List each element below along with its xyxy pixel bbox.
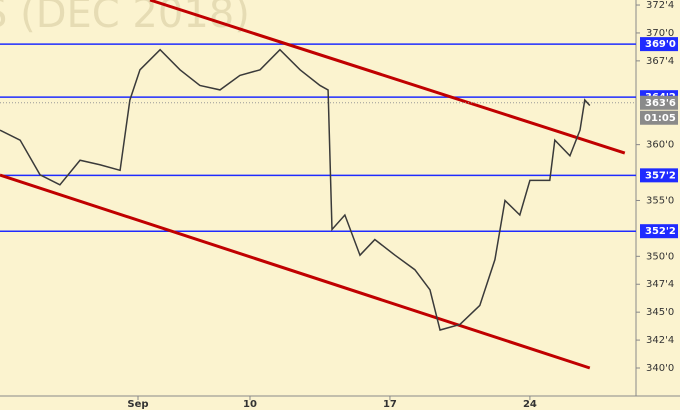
y-tick-label: 372'4	[646, 0, 674, 11]
timer: 01:05	[644, 113, 676, 124]
x-tick-label: 17	[383, 399, 397, 410]
price-line	[0, 48, 591, 331]
timer-tag	[640, 110, 678, 125]
x-tick-label: 24	[523, 399, 537, 410]
y-tick-label: 340'0	[646, 363, 674, 374]
y-tick-label: 367'4	[646, 56, 674, 67]
x-tick-label: 10	[243, 399, 257, 410]
y-tick-label: 347'4	[646, 279, 674, 290]
y-tick-label: 370'0	[646, 28, 674, 39]
trend-line	[149, 0, 626, 155]
y-tick-label: 360'0	[646, 140, 674, 151]
y-tick-label: 350'0	[646, 251, 674, 262]
level-label: 369'0	[645, 39, 676, 50]
level-tag	[640, 37, 678, 52]
price-tag	[640, 95, 678, 110]
watermark: S (DEC 2018)	[0, 0, 250, 37]
level-tag	[640, 168, 678, 183]
level-label: 352'2	[645, 226, 676, 237]
y-tick-label: 345'0	[646, 307, 674, 318]
level-label: 357'2	[645, 170, 676, 181]
y-tick-label: 355'0	[646, 195, 674, 206]
y-tick-label: 342'4	[646, 335, 674, 346]
x-tick-label: Sep	[127, 399, 148, 410]
trend-line	[0, 173, 591, 370]
level-tag	[640, 224, 678, 239]
price-label: 363'6	[645, 98, 676, 109]
